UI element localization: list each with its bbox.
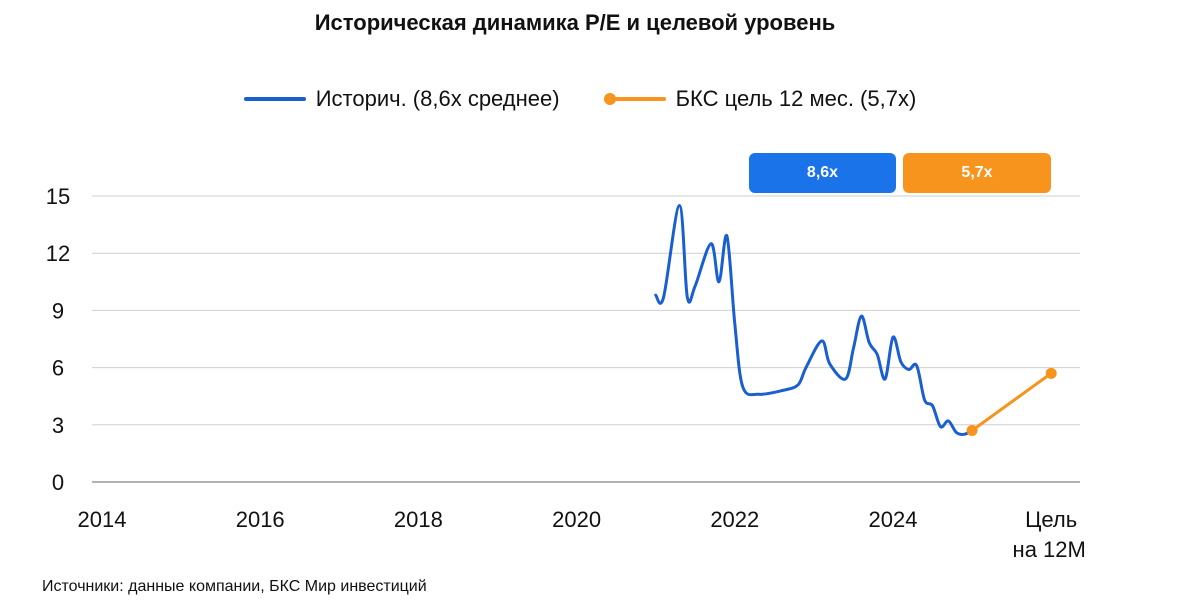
x-tick-label-1: 2016 — [236, 507, 285, 532]
source-note: Источники: данные компании, БКС Мир инве… — [42, 578, 427, 595]
legend: Историч. (8,6x среднее) БКС цель 12 мес.… — [0, 86, 1160, 112]
x-tick-label-0: 2014 — [78, 507, 127, 532]
series-line-target — [971, 372, 1053, 432]
badge-target: 5,7x — [903, 153, 1051, 193]
chart-title: Историческая динамика P/E и целевой уров… — [314, 10, 836, 35]
x-tick-label-3: 2020 — [552, 507, 601, 532]
badge-historical-average: 8,6x — [749, 153, 896, 193]
legend-line-orange-icon — [603, 91, 666, 107]
y-tick-label-0: 0 — [52, 470, 64, 495]
series-line-historical — [654, 204, 974, 436]
legend-label-historical: Историч. (8,6x среднее) — [315, 86, 560, 111]
legend-item-historical: Историч. (8,6x среднее) — [243, 86, 560, 112]
y-tick-label-3: 3 — [52, 413, 64, 438]
legend-item-target: БКС цель 12 мес. (5,7x) — [603, 86, 917, 112]
y-tick-label-9: 9 — [52, 298, 64, 323]
x-tick-label-2: 2018 — [394, 507, 443, 532]
x-tick-label-5: 2024 — [869, 507, 918, 532]
x-tick-label-4: 2022 — [710, 507, 759, 532]
target-point-1 — [1045, 367, 1057, 379]
x-tick-label-6: Цель на 12M — [1013, 507, 1086, 562]
y-tick-label-6: 6 — [52, 356, 64, 381]
target-point-0 — [966, 425, 978, 437]
legend-line-blue-icon — [243, 91, 306, 107]
y-tick-label-12: 12 — [46, 241, 70, 266]
y-tick-label-15: 15 — [46, 184, 70, 209]
legend-label-target: БКС цель 12 мес. (5,7x) — [675, 86, 917, 111]
